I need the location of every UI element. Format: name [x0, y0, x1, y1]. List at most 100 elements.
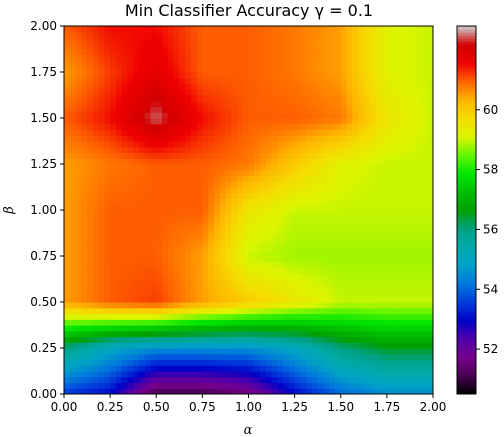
heatmap-cell — [306, 118, 313, 125]
heatmap-cell — [363, 26, 371, 33]
heatmap-cell — [415, 290, 423, 297]
heatmap-cell — [92, 273, 100, 280]
heatmap-cell — [133, 175, 140, 182]
heatmap-cell — [179, 43, 186, 50]
heatmap-cell — [386, 371, 394, 378]
heatmap-cell — [340, 175, 348, 182]
heatmap-cell — [64, 141, 71, 148]
heatmap-cell — [346, 365, 353, 372]
heatmap-cell — [208, 371, 215, 378]
heatmap-cell — [294, 221, 301, 228]
heatmap-cell — [173, 302, 180, 309]
colorbar-segment — [457, 26, 476, 30]
heatmap-cell — [64, 112, 71, 119]
heatmap-cell — [219, 290, 227, 297]
heatmap-cell — [329, 152, 336, 159]
heatmap-cell — [104, 60, 111, 67]
heatmap-cell — [283, 135, 290, 142]
heatmap-cell — [392, 100, 400, 108]
heatmap-cell — [271, 204, 278, 211]
heatmap-cell — [306, 43, 313, 50]
heatmap-cell — [87, 66, 94, 73]
heatmap-cell — [150, 388, 157, 394]
heatmap-cell — [288, 267, 296, 274]
heatmap-cell — [75, 244, 82, 251]
heatmap-cell — [115, 273, 123, 280]
heatmap-cell — [185, 26, 192, 33]
heatmap-cell — [69, 325, 77, 332]
heatmap-cell — [121, 169, 129, 177]
heatmap-cell — [127, 302, 134, 309]
heatmap-cell — [219, 267, 227, 274]
colorbar-segment — [457, 384, 476, 389]
heatmap-cell — [254, 210, 261, 217]
heatmap-cell — [248, 31, 255, 39]
heatmap-cell — [409, 89, 417, 96]
heatmap-cell — [150, 83, 157, 90]
heatmap-cell — [392, 135, 400, 142]
heatmap-cell — [104, 302, 111, 309]
heatmap-cell — [392, 54, 400, 62]
heatmap-cell — [225, 43, 232, 50]
heatmap-cell — [179, 152, 186, 159]
heatmap-cell — [283, 146, 290, 154]
heatmap-cell — [225, 238, 232, 246]
heatmap-cell — [242, 267, 250, 274]
heatmap-cell — [334, 382, 342, 389]
heatmap-cell — [329, 158, 336, 165]
heatmap-cell — [427, 365, 433, 372]
heatmap-cell — [363, 77, 371, 85]
heatmap-cell — [167, 371, 175, 378]
heatmap-cell — [363, 83, 371, 90]
heatmap-cell — [150, 37, 157, 44]
heatmap-cell — [375, 302, 382, 309]
heatmap-cell — [317, 261, 325, 269]
heatmap-cell — [167, 210, 175, 217]
heatmap-cell — [98, 382, 105, 389]
heatmap-cell — [144, 181, 152, 188]
heatmap-cell — [162, 54, 169, 62]
heatmap-cell — [127, 348, 134, 355]
heatmap-cell — [375, 371, 382, 378]
heatmap-cell — [334, 215, 342, 223]
heatmap-cell — [317, 376, 325, 384]
heatmap-cell — [358, 118, 365, 125]
heatmap-cell — [104, 221, 111, 228]
heatmap-cell — [75, 290, 82, 297]
heatmap-cell — [179, 31, 186, 39]
heatmap-cell — [98, 279, 105, 286]
heatmap-cell — [369, 66, 376, 73]
heatmap-cell — [110, 83, 117, 90]
heatmap-cell — [185, 279, 192, 286]
heatmap-cell — [363, 233, 371, 240]
heatmap-cell — [248, 279, 255, 286]
heatmap-cell — [265, 192, 273, 200]
heatmap-cell — [110, 141, 117, 148]
heatmap-cell — [381, 83, 388, 90]
heatmap-cell — [236, 388, 244, 394]
heatmap-cell — [375, 382, 382, 389]
heatmap-cell — [92, 77, 100, 85]
heatmap-cell — [294, 77, 301, 85]
heatmap-cell — [133, 353, 140, 361]
heatmap-cell — [288, 382, 296, 389]
heatmap-cell — [196, 54, 203, 62]
heatmap-cell — [329, 181, 336, 188]
heatmap-cell — [358, 261, 365, 269]
heatmap-cell — [346, 376, 353, 384]
heatmap-cell — [208, 198, 215, 205]
heatmap-cell — [375, 146, 382, 154]
heatmap-cell — [167, 26, 175, 33]
heatmap-cell — [127, 233, 134, 240]
heatmap-cell — [92, 221, 100, 228]
heatmap-cell — [329, 261, 336, 269]
heatmap-cell — [404, 325, 411, 332]
heatmap-cell — [231, 273, 238, 280]
heatmap-cell — [150, 112, 157, 119]
heatmap-cell — [208, 244, 215, 251]
heatmap-cell — [236, 37, 244, 44]
heatmap-cell — [346, 49, 353, 56]
heatmap-cell — [386, 313, 394, 320]
heatmap-cell — [288, 187, 296, 194]
heatmap-cell — [179, 146, 186, 154]
